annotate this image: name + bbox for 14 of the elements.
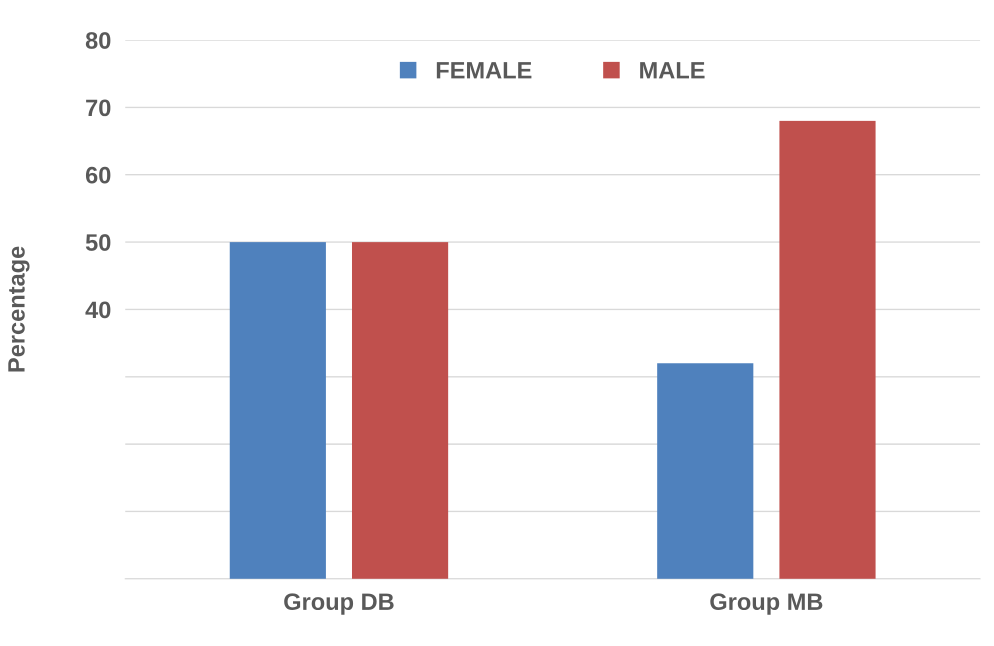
legend-label: FEMALE: [436, 62, 532, 78]
y-axis-title: Percentage: [8, 246, 30, 372]
y-tick-label: 50: [86, 234, 110, 251]
bar: [657, 363, 754, 579]
bar: [779, 120, 876, 579]
legend-label: MALE: [640, 62, 705, 78]
y-tick-label: 60: [86, 166, 110, 184]
y-tick-label: 80: [86, 32, 110, 49]
bar: [230, 242, 326, 579]
bar: [352, 242, 448, 579]
y-tick-label: 40: [85, 302, 110, 318]
y-tick-label: 70: [86, 99, 110, 116]
x-tick-label: Group MB: [710, 593, 822, 615]
x-tick-label: Group DB: [284, 593, 394, 615]
